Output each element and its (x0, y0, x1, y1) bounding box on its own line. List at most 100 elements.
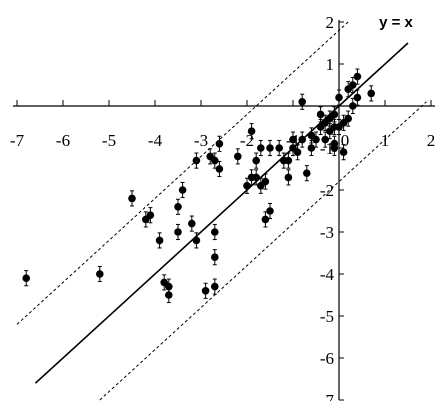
x-tick-label: 2 (427, 131, 436, 150)
point-marker (284, 173, 293, 182)
data-point (335, 89, 343, 106)
data-point (289, 131, 297, 148)
point-marker (335, 93, 343, 102)
y-tick-label: 1 (326, 55, 335, 74)
point-marker (344, 114, 353, 123)
data-point (321, 131, 330, 148)
data-point (96, 265, 104, 283)
data-point (330, 139, 339, 157)
point-marker (257, 144, 265, 152)
point-marker (211, 156, 219, 165)
data-point (298, 131, 307, 148)
data-point (275, 139, 284, 157)
data-point (367, 85, 376, 102)
data-point (188, 215, 196, 232)
data-point (298, 93, 307, 110)
point-marker (330, 144, 339, 152)
data-point (330, 106, 339, 123)
point-marker (96, 270, 104, 278)
data-point (192, 232, 201, 249)
point-marker (165, 282, 173, 291)
y-tick-label: -1 (320, 139, 334, 158)
point-marker (349, 102, 357, 110)
point-marker (247, 127, 256, 135)
point-marker (307, 144, 316, 152)
point-marker (211, 282, 219, 291)
point-marker (330, 110, 339, 119)
data-point (261, 211, 270, 228)
point-marker (174, 203, 182, 211)
data-point (284, 169, 293, 186)
point-marker (321, 135, 330, 144)
point-marker (165, 291, 173, 299)
data-point (257, 139, 265, 157)
data-point (201, 282, 210, 299)
y-tick-label: -2 (320, 181, 334, 200)
point-marker (155, 236, 164, 245)
x-tick-label: -6 (56, 131, 70, 150)
data-point (247, 123, 256, 140)
point-marker (252, 156, 260, 165)
point-marker (22, 274, 31, 283)
data-point (146, 207, 155, 224)
x-tick-label: -4 (148, 131, 163, 150)
point-marker (146, 211, 155, 219)
point-marker (234, 152, 242, 161)
data-point (293, 144, 302, 161)
point-marker (252, 173, 260, 182)
point-marker (243, 182, 251, 190)
reference-lines (16, 21, 427, 401)
x-tick-label: 0 (341, 131, 350, 150)
point-marker (367, 89, 376, 98)
identity-line (34, 42, 409, 384)
data-point (215, 135, 224, 152)
data-point (174, 198, 182, 215)
point-marker (353, 72, 362, 81)
point-marker (174, 228, 182, 236)
point-marker (211, 228, 219, 236)
point-marker (266, 144, 274, 152)
x-tick-label: -3 (194, 131, 208, 150)
point-marker (192, 236, 201, 245)
point-marker (215, 165, 224, 173)
data-point (284, 152, 293, 169)
point-marker (316, 110, 325, 119)
point-marker (303, 169, 311, 177)
data-point (178, 181, 187, 199)
data-point (215, 160, 224, 178)
data-point (353, 89, 362, 106)
x-tick-label: -2 (240, 131, 254, 150)
point-marker (298, 135, 307, 144)
data-point (339, 144, 348, 161)
point-marker (192, 156, 201, 165)
data-point (312, 131, 320, 148)
bound-line-1 (16, 21, 349, 325)
data-point (155, 232, 164, 249)
point-marker (261, 177, 270, 186)
data-point (349, 76, 357, 94)
point-marker (293, 148, 302, 156)
point-marker (266, 207, 274, 215)
point-marker (261, 215, 270, 224)
point-marker (178, 186, 187, 194)
point-marker (349, 81, 357, 89)
y-tick-label: 2 (326, 13, 335, 32)
data-point (261, 173, 270, 190)
line-annotation: y = x (379, 14, 413, 31)
data-point (234, 148, 242, 165)
y-tick-label: -4 (320, 265, 335, 284)
x-tick-label: 1 (381, 131, 390, 150)
data-point (266, 202, 274, 220)
data-point (303, 165, 311, 182)
point-marker (215, 140, 224, 148)
data-point (211, 223, 219, 241)
point-marker (275, 144, 284, 152)
y-tick-label: -3 (320, 223, 334, 242)
point-marker (128, 194, 136, 203)
x-tick-label: -7 (10, 131, 25, 150)
axes: -7-6-5-4-3-2-101221-1-2-3-4-5-6-7 (10, 13, 435, 401)
data-point (211, 278, 219, 295)
data-point (344, 110, 353, 127)
data-point (266, 139, 274, 157)
